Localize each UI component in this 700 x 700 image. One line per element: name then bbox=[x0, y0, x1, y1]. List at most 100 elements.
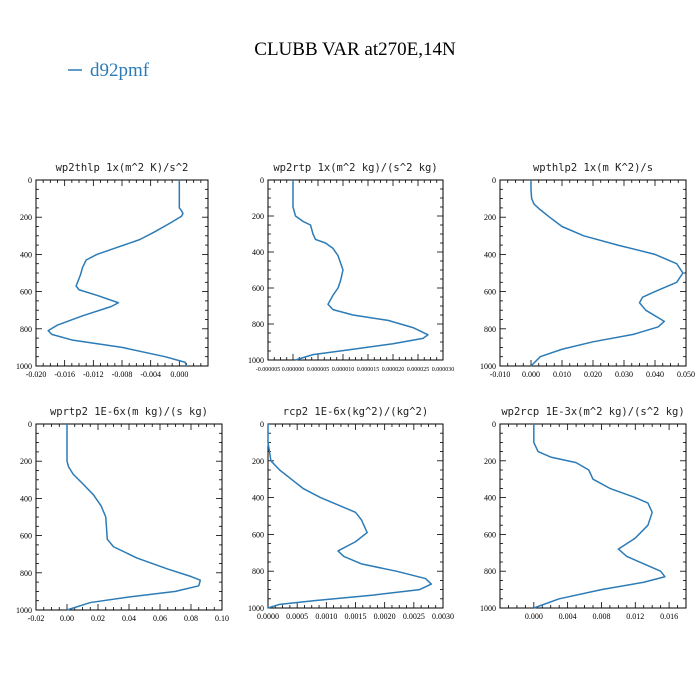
y-tick-label: 600 bbox=[20, 288, 32, 297]
y-tick-label: 0 bbox=[260, 420, 264, 429]
y-tick-label: 0 bbox=[260, 176, 264, 185]
panel-5: rcp2 1E-6x(kg^2)/(kg^2) 0 200 400 600 800 1000… bbox=[248, 406, 454, 621]
y-tick-label: 200 bbox=[20, 457, 32, 466]
panel-1: wp2thlp 1x(m^2 K)/s^202004006008001000-0… bbox=[16, 162, 209, 379]
y-tick-label: 600 bbox=[484, 530, 496, 539]
series-line bbox=[533, 424, 666, 609]
panel-title: wp2rcp 1E-3x(m^2 kg)/(s^2 kg) bbox=[501, 406, 684, 418]
x-tick-label: 0.004 bbox=[559, 612, 577, 621]
y-tick-label: 1000 bbox=[248, 356, 264, 365]
x-tick-label: 0.000 bbox=[525, 612, 543, 621]
x-tick-label: -0.008 bbox=[112, 370, 133, 379]
x-tick-label: 0.040 bbox=[646, 370, 664, 379]
x-tick-label: 0.000010 bbox=[332, 367, 355, 373]
x-tick-label: 0.0030 bbox=[432, 612, 454, 621]
y-tick-label: 400 bbox=[484, 250, 496, 259]
panel-4: wprtp2 1E-6x(m kg)/(s kg) 0 200 400 600 800 10… bbox=[16, 406, 229, 623]
x-tick-label: 0.000005 bbox=[307, 367, 330, 373]
y-tick-label: 800 bbox=[484, 325, 496, 334]
panel-title: wp2rtp 1x(m^2 kg)/(s^2 kg) bbox=[273, 162, 437, 174]
x-tick-label: 0.000 bbox=[170, 370, 188, 379]
panel-title: wp2thlp 1x(m^2 K)/s^2 bbox=[56, 162, 189, 174]
y-tick-label: 400 bbox=[484, 494, 496, 503]
plot-frame bbox=[267, 179, 444, 361]
y-tick-label: 600 bbox=[20, 532, 32, 541]
series-line bbox=[47, 180, 188, 367]
y-tick-label: 800 bbox=[20, 325, 32, 334]
y-tick-label: 400 bbox=[252, 248, 264, 257]
y-tick-label: 1000 bbox=[480, 362, 496, 371]
y-tick-label: 0 bbox=[28, 420, 32, 429]
x-tick-label: 0.050 bbox=[677, 370, 695, 379]
panel-grid: wp2thlp 1x(m^2 K)/s^202004006008001000-0… bbox=[16, 162, 695, 623]
series-line bbox=[267, 424, 433, 609]
x-tick-label: 0.012 bbox=[626, 612, 644, 621]
y-tick-label: 200 bbox=[252, 212, 264, 221]
x-tick-label: 0.0015 bbox=[345, 612, 367, 621]
plot-frame bbox=[267, 423, 444, 609]
plot-frame bbox=[35, 423, 223, 611]
x-tick-label: 0.030 bbox=[615, 370, 633, 379]
x-tick-label: -0.000005 bbox=[256, 367, 281, 373]
x-tick-label: 0.10 bbox=[215, 614, 229, 623]
x-tick-label: 0.008 bbox=[592, 612, 610, 621]
panel-title: wpthlp2 1x(m K^2)/s bbox=[533, 162, 653, 174]
x-tick-label: -0.020 bbox=[26, 370, 47, 379]
panel-title: wprtp2 1E-6x(m kg)/(s kg) bbox=[50, 406, 208, 418]
y-tick-label: 200 bbox=[484, 213, 496, 222]
panel-6: wp2rcp 1E-3x(m^2 kg)/(s^2 kg) 0 200 400 600 8… bbox=[480, 406, 687, 621]
plot-frame bbox=[499, 423, 687, 609]
x-tick-label: -0.012 bbox=[83, 370, 104, 379]
x-tick-label: 0.00 bbox=[60, 614, 74, 623]
x-tick-label: -0.010 bbox=[490, 370, 511, 379]
panel-title: rcp2 1E-6x(kg^2)/(kg^2) bbox=[283, 406, 428, 418]
y-tick-label: 400 bbox=[20, 494, 32, 503]
panel-3: wpthlp2 1x(m K^2)/s 0 200 400 600 800 1000-0.0… bbox=[480, 162, 695, 379]
x-tick-label: 0.000025 bbox=[407, 367, 430, 373]
x-tick-label: -0.016 bbox=[54, 370, 75, 379]
plot-frame bbox=[35, 179, 209, 367]
y-tick-label: 400 bbox=[252, 494, 264, 503]
x-tick-label: 0.000020 bbox=[382, 367, 405, 373]
x-tick-label: 0.016 bbox=[660, 612, 678, 621]
y-tick-label: 200 bbox=[252, 457, 264, 466]
x-tick-label: 0.0020 bbox=[374, 612, 396, 621]
legend-label: d92pmf bbox=[90, 60, 150, 81]
y-tick-label: 1000 bbox=[480, 604, 496, 613]
y-tick-label: 1000 bbox=[16, 362, 32, 371]
x-tick-label: 0.000015 bbox=[357, 367, 380, 373]
x-tick-label: 0.000 bbox=[522, 370, 540, 379]
y-tick-label: 1000 bbox=[16, 606, 32, 615]
y-tick-label: 0 bbox=[492, 176, 496, 185]
y-tick-label: 600 bbox=[252, 530, 264, 539]
x-tick-label: 0.0025 bbox=[403, 612, 425, 621]
plot-frame bbox=[499, 179, 687, 367]
y-tick-label: 800 bbox=[252, 320, 264, 329]
y-tick-label: 1000 bbox=[248, 604, 264, 613]
y-tick-label: 600 bbox=[484, 288, 496, 297]
y-tick-label: 0 bbox=[492, 420, 496, 429]
y-tick-label: 200 bbox=[20, 213, 32, 222]
x-tick-label: 0.02 bbox=[91, 614, 105, 623]
series-line bbox=[292, 180, 429, 361]
x-tick-label: 0.010 bbox=[553, 370, 571, 379]
x-tick-label: 0.06 bbox=[153, 614, 167, 623]
x-tick-label: -0.02 bbox=[28, 614, 45, 623]
x-tick-label: 0.08 bbox=[184, 614, 198, 623]
y-tick-label: 600 bbox=[252, 284, 264, 293]
x-tick-label: 0.000000 bbox=[282, 367, 305, 373]
x-tick-label: 0.0000 bbox=[257, 612, 279, 621]
y-tick-label: 800 bbox=[20, 569, 32, 578]
figure-title: CLUBB VAR at270E,14N bbox=[254, 39, 456, 60]
x-tick-label: 0.04 bbox=[122, 614, 136, 623]
y-tick-label: 200 bbox=[484, 457, 496, 466]
series-line bbox=[66, 424, 202, 611]
x-tick-label: 0.000030 bbox=[432, 367, 455, 373]
y-tick-label: 800 bbox=[484, 567, 496, 576]
panel-2: wp2rtp 1x(m^2 kg)/(s^2 kg) 0 200 400 600 800 1… bbox=[248, 162, 454, 373]
legend: d92pmf bbox=[68, 60, 150, 81]
x-tick-label: 0.020 bbox=[584, 370, 602, 379]
x-tick-label: 0.0005 bbox=[286, 612, 308, 621]
x-tick-label: -0.004 bbox=[140, 370, 161, 379]
